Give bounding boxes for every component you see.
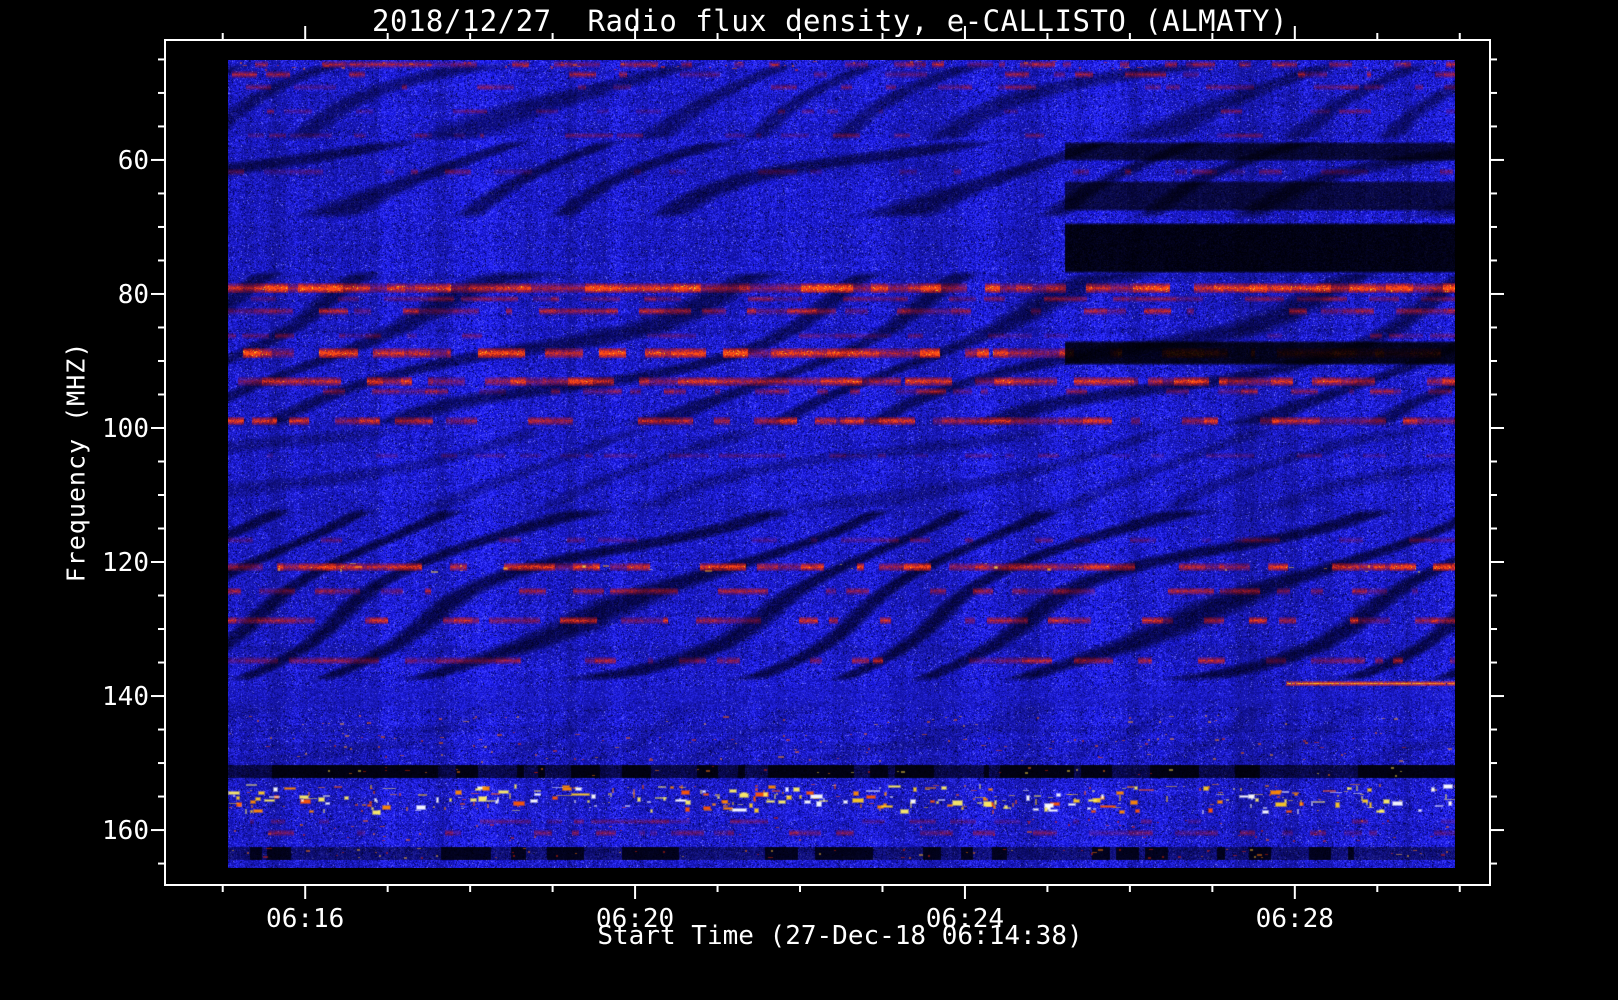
x-axis-label: Start Time (27-Dec-18 06:14:38): [597, 921, 1083, 951]
spectrogram-canvas: [228, 60, 1455, 868]
y-tick-label: 160: [102, 816, 149, 846]
y-tick-label: 100: [102, 414, 149, 444]
y-tick-label: 80: [118, 280, 149, 310]
y-axis-label: Frequency (MHZ): [61, 341, 91, 583]
y-tick-label: 140: [102, 682, 149, 712]
y-tick-label: 60: [118, 146, 149, 176]
y-tick-label: 120: [102, 548, 149, 578]
x-tick-label: 06:28: [1256, 904, 1334, 934]
x-tick-label: 06:16: [266, 904, 344, 934]
chart-title: 2018/12/27 Radio flux density, e-CALLIST…: [372, 4, 1288, 38]
